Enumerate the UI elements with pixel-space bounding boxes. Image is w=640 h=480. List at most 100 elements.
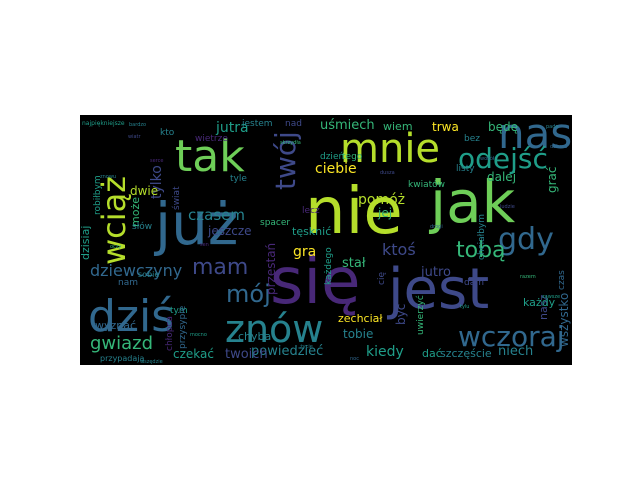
word: wczoraj [458,320,565,353]
word: noc [350,356,359,362]
word: gra [293,244,317,260]
word: stał [342,256,366,271]
word: chciałbym [477,214,487,260]
word: najpiękniejsze [82,120,125,127]
word: razem [520,274,536,280]
word: gwiazd [90,333,154,354]
word: przypadają [100,354,145,363]
word: zawsze [542,294,561,300]
word: tak [175,131,245,182]
word: pada [546,124,559,130]
word: się [270,245,361,319]
word: listy [456,164,475,174]
word: tylu [460,304,470,310]
word: przysypie [178,305,188,349]
word: sen [200,242,209,248]
word: dzień [320,152,345,162]
word: czasem [188,206,245,224]
word: znów [225,307,324,351]
word: drogi [430,224,443,230]
word: chyba [238,330,272,343]
word: czas [557,270,567,290]
word: dziś [88,291,175,342]
word: szczęście [440,347,492,360]
word: świat [172,186,182,210]
word: dusza [380,170,395,176]
word: każdego [324,247,334,285]
word: przestań [264,242,278,295]
word: cię [377,272,387,285]
word: serce [150,158,164,164]
word: sobie [138,270,160,279]
word: znowu [100,174,117,180]
word: uśmiech [320,118,375,133]
word: ciebie [315,161,357,177]
word: będę [488,120,518,134]
word: mnie [340,126,441,172]
word: gdy [498,222,554,257]
word: oczy [110,244,122,250]
word: bez [464,134,480,144]
word: dać [422,347,442,360]
word: tego [342,152,363,162]
word: dobrze [550,144,568,150]
word: być [394,303,408,325]
word: mam [192,255,249,280]
word: jej [378,206,393,220]
word: wiem [383,120,413,133]
word: dalej [487,170,517,184]
word: wszystko [557,292,571,347]
word: mój [226,280,271,308]
word: spacer [260,218,291,228]
word: grać [545,166,559,193]
word: ludzie [500,204,515,210]
word: skrzydła [280,140,301,146]
word: odejść [458,142,548,175]
word: tęsknić [292,225,332,238]
word: zechciał [338,312,383,325]
word: robiłbym [93,175,103,215]
word: powiedzieć [251,344,324,359]
word: bardzo [129,122,147,128]
word: tym [170,306,188,316]
word: nam [118,278,138,288]
word: dziewczyny [90,261,183,280]
word: czekać [173,347,214,361]
word: każdy [523,296,556,309]
word: jak [430,168,516,236]
word: jest [388,257,490,322]
word: pomóż [358,192,406,208]
word: wokół [480,156,495,162]
word: już [155,190,239,258]
word: słów [132,222,153,232]
word: dam [464,278,484,288]
word: ktoś [382,240,416,259]
word: lecz [302,206,320,216]
word: kwiatów [408,180,445,190]
word-cloud: nie już jak się jest tak mnie nas dziś z… [80,115,572,365]
word: trwa [432,120,459,134]
word: chłopca [165,316,175,351]
word: twoich [225,347,268,362]
word: uwierzyć [416,295,426,335]
word: tobą [456,238,506,263]
word: tyle [230,174,247,184]
word: nie [305,175,403,249]
word: życie [300,344,313,350]
word: niech [498,344,534,359]
word: dwie [130,184,159,198]
word: nas [498,115,572,158]
word: jestem [242,119,273,129]
word: jutro [421,265,451,280]
word: kto [160,128,175,138]
word: wyznać [95,319,137,332]
word: kiedy [366,344,404,360]
word: wietrze [195,134,228,144]
word: dzisiaj [80,225,92,260]
word: wszędzie [140,359,163,365]
word: wiatr [128,134,141,140]
word: tobie [343,327,374,341]
word: jeszcze [208,224,252,238]
word: nad [285,119,302,129]
word: mocno [190,332,207,338]
